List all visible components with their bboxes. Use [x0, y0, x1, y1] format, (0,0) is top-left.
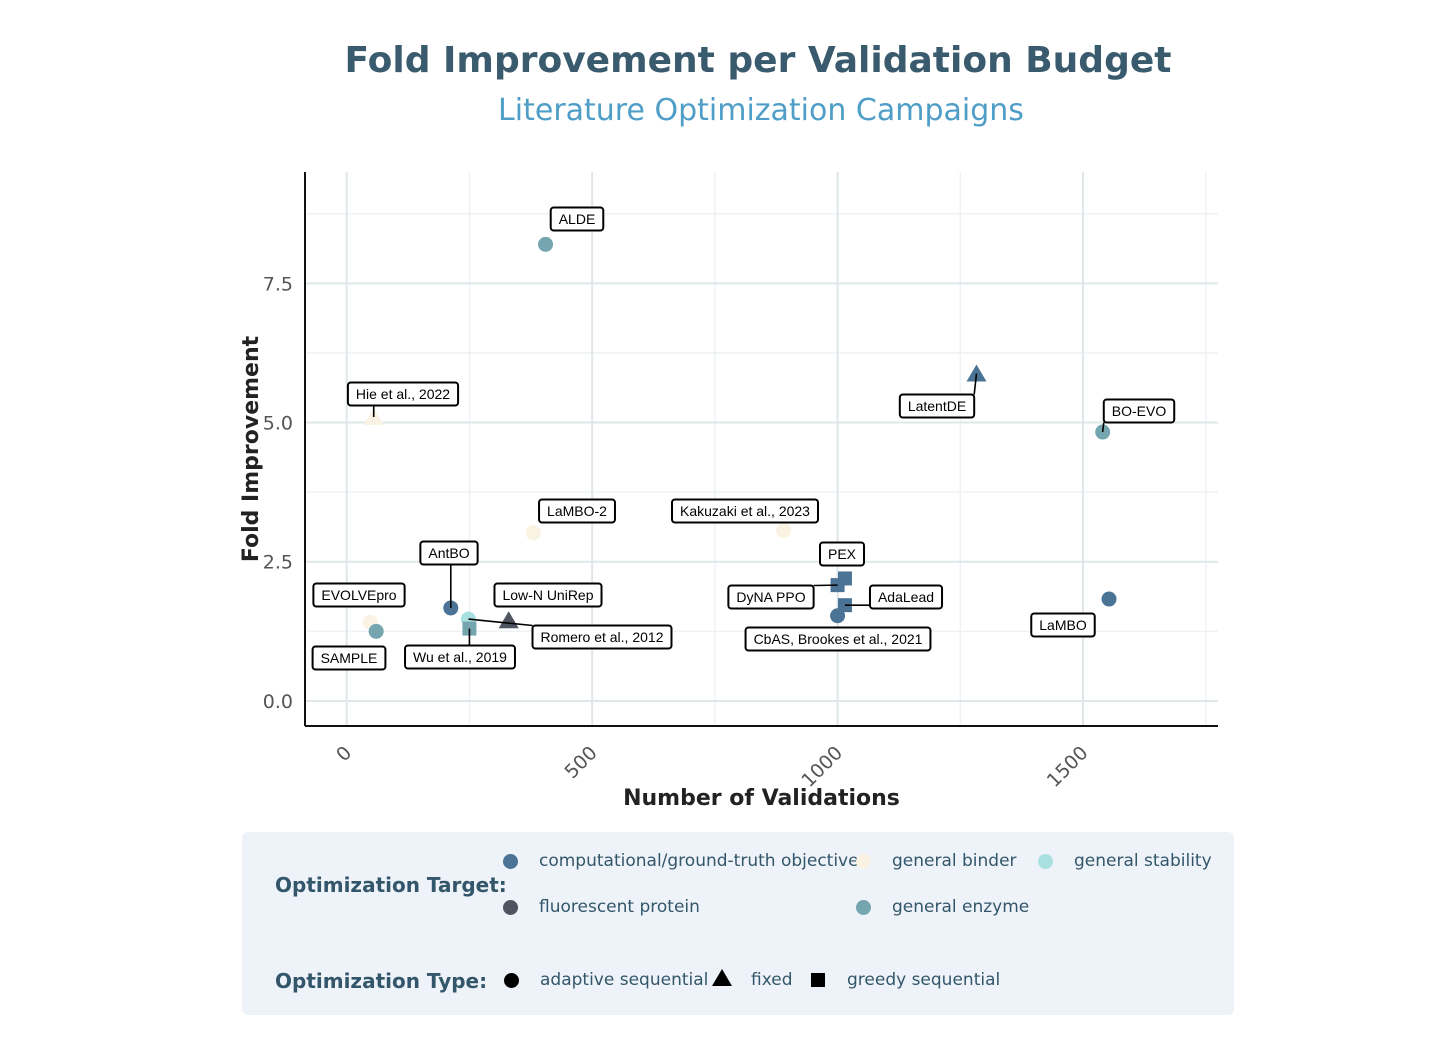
x-tick-label: 1500 [1043, 742, 1093, 792]
point-label-box [493, 582, 603, 608]
y-axis-title: Fold Improvement [239, 335, 264, 562]
point-label: LaMBO-2 [547, 503, 607, 519]
point-label: AdaLead [878, 589, 934, 605]
y-tick-label: 0.0 [263, 691, 293, 713]
data-point-circle [538, 236, 554, 252]
legend-circle-icon [504, 973, 519, 988]
legend-type-label-1: fixed [751, 970, 793, 990]
label-leader-line [973, 373, 978, 395]
legend-target-label-0: computational/ground-truth objective [539, 851, 859, 871]
legend-target-label-1: general binder [892, 851, 1017, 871]
point-label: Romero et al., 2012 [541, 629, 664, 645]
point-label-box [531, 624, 673, 650]
legend-target-swatch-0 [503, 854, 518, 869]
data-point-triangle [498, 611, 519, 629]
point-label: EVOLVEpro [321, 587, 396, 603]
legend-square-icon [811, 973, 825, 987]
label-leader-line [468, 618, 533, 627]
x-tick-label: 1000 [797, 742, 847, 792]
chart-title: Fold Improvement per Validation Budget [344, 40, 1172, 81]
legend-target-label-4: general enzyme [892, 897, 1030, 917]
point-label: DyNA PPO [736, 589, 805, 605]
point-label: Kakuzaki et al., 2023 [680, 503, 810, 519]
legend-type-label-0: adaptive sequential [540, 970, 709, 990]
point-label: AntBO [428, 545, 469, 561]
legend-type-title: Optimization Type: [275, 969, 488, 993]
point-label-box [312, 582, 406, 608]
point-label: SAMPLE [321, 650, 378, 666]
legend-target-swatch-1 [856, 854, 871, 869]
point-label-box [346, 381, 460, 407]
legend-target-swatch-2 [1038, 854, 1053, 869]
point-label-box [538, 498, 616, 524]
data-point-triangle [966, 364, 987, 382]
x-axis-title: Number of Validations [623, 786, 900, 811]
chart-subtitle: Literature Optimization Campaigns [498, 93, 1024, 128]
point-label-box [311, 645, 387, 671]
scatter-plot: 0.0 2.5 5.0 7.5 0 500 1000 1500 Number of Valida… [239, 172, 1218, 811]
legend: Optimization Target: Optimization Type: … [242, 832, 1234, 1015]
point-label: Wu et al., 2019 [413, 649, 507, 665]
point-label-box [727, 584, 815, 610]
point-label-box [419, 540, 479, 566]
point-label: LatentDE [908, 398, 966, 414]
point-label: Hie et al., 2022 [356, 386, 450, 402]
point-label: PEX [828, 546, 857, 562]
data-point-circle [1101, 591, 1117, 607]
y-tick-label: 2.5 [263, 552, 293, 574]
point-label-box [744, 626, 932, 652]
point-label: BO-EVO [1112, 403, 1167, 419]
y-tick-label: 5.0 [263, 413, 293, 435]
point-label-box [1102, 398, 1176, 424]
point-label-box [549, 206, 605, 232]
data-point-circle [830, 608, 846, 624]
data-point-circle [368, 623, 384, 639]
legend-triangle-icon [712, 969, 732, 986]
data-point-circle [776, 523, 792, 539]
label-leader-line [1101, 422, 1105, 433]
point-label: ALDE [559, 211, 596, 227]
point-label-box [1030, 612, 1096, 638]
legend-target-label-3: fluorescent protein [539, 897, 700, 917]
data-point-circle [525, 525, 541, 541]
legend-target-title: Optimization Target: [275, 873, 507, 897]
point-label-box [404, 644, 516, 670]
point-label: CbAS, Brookes et al., 2021 [754, 631, 923, 647]
legend-target-swatch-3 [503, 900, 518, 915]
legend-target-label-2: general stability [1074, 851, 1212, 871]
point-label-box [868, 584, 944, 610]
y-tick-label: 7.5 [263, 273, 293, 295]
x-tick-label: 500 [560, 742, 601, 783]
point-label-box [671, 498, 819, 524]
point-label-box [818, 541, 866, 567]
point-label-box [898, 393, 976, 419]
point-label: Low-N UniRep [502, 587, 593, 603]
legend-target-swatch-4 [856, 900, 871, 915]
legend-type-label-2: greedy sequential [847, 970, 1001, 990]
point-label: LaMBO [1039, 617, 1087, 633]
x-tick-label: 0 [332, 742, 356, 766]
